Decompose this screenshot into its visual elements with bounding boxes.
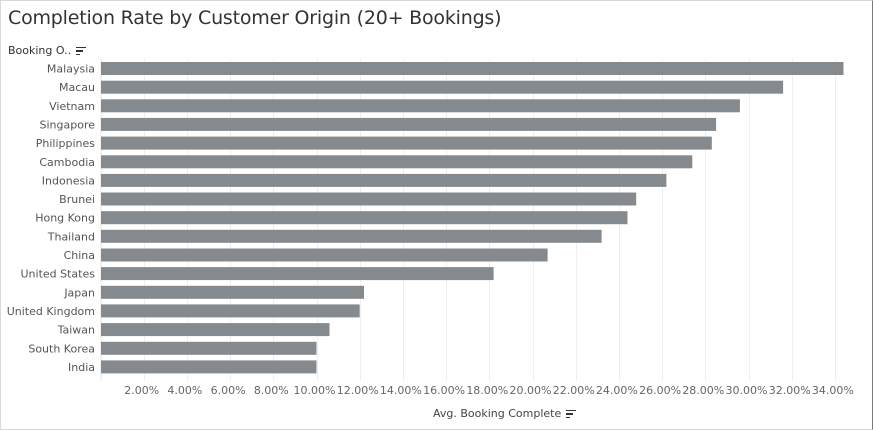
x-tick-label: 20.00% [510,384,552,397]
x-tick-label: 24.00% [596,384,638,397]
category-label: India [68,361,95,374]
bar[interactable] [101,341,317,355]
bar[interactable] [101,323,330,337]
row-header[interactable]: Booking O.. [8,44,87,57]
x-tick-label: 28.00% [682,384,724,397]
x-tick-label: 22.00% [553,384,595,397]
row-header-label: Booking O.. [8,44,72,57]
x-tick-label: 2.00% [124,384,159,397]
category-label: China [64,249,95,262]
chart-title: Completion Rate by Customer Origin (20+ … [8,7,502,29]
category-label: Macau [59,81,95,94]
category-label: Thailand [47,230,95,243]
x-tick-label: 14.00% [380,384,422,397]
bar[interactable] [101,62,844,75]
x-tick-label: 8.00% [254,384,289,397]
bar[interactable] [101,304,360,318]
x-tick-label: 12.00% [337,384,379,397]
bar[interactable] [101,117,717,131]
bar[interactable] [101,229,602,243]
x-tick-label: 4.00% [167,384,202,397]
category-label: Japan [63,286,95,299]
bar[interactable] [101,136,712,150]
x-sort-icon[interactable] [566,409,577,419]
x-tick-label: 34.00% [812,384,854,397]
x-axis-ticks: 2.00% 4.00% 6.00% 8.00% 10.00% 12.00% 14.00% 16… [124,384,854,397]
category-labels: Malaysia Macau Vietnam Singapore Philippines… [7,63,96,374]
x-axis-label: Avg. Booking Complete [433,407,562,420]
bar[interactable] [101,173,667,187]
bar[interactable] [101,267,494,281]
x-tick-label: 6.00% [211,384,246,397]
x-tick-label: 26.00% [639,384,681,397]
x-tick-label: 16.00% [423,384,465,397]
category-label: Vietnam [49,100,95,113]
x-tick-label: 32.00% [769,384,811,397]
bars [101,62,844,374]
x-axis-header[interactable]: Avg. Booking Complete [433,407,577,420]
bar[interactable] [101,192,637,206]
x-tick-label: 30.00% [726,384,768,397]
category-label: Taiwan [57,324,95,337]
bar[interactable] [101,211,628,225]
category-label: Cambodia [39,156,95,169]
category-label: Malaysia [47,63,95,76]
bar[interactable] [101,155,693,169]
bar[interactable] [101,285,364,299]
bar[interactable] [101,80,784,94]
category-label: Indonesia [42,174,95,187]
sort-icon[interactable] [76,46,87,56]
category-label: Hong Kong [35,212,95,225]
bar[interactable] [101,99,740,113]
x-tick-label: 10.00% [294,384,336,397]
category-label: United States [21,268,96,281]
category-label: United Kingdom [7,305,95,318]
bar[interactable] [101,248,548,262]
category-label: Singapore [40,118,96,131]
bar[interactable] [101,360,317,374]
category-label: South Korea [28,342,95,355]
category-label: Brunei [59,193,95,206]
category-label: Philippines [36,137,96,150]
x-tick-label: 18.00% [466,384,508,397]
